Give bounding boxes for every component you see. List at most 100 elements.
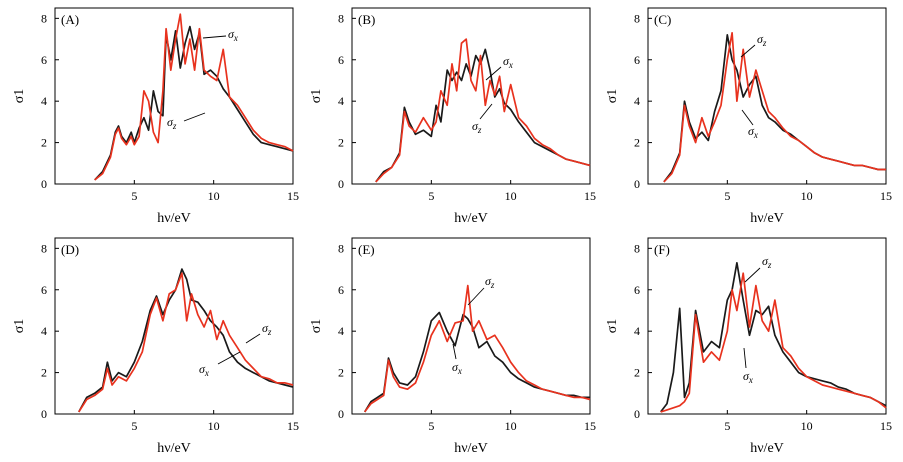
panel-f-ytick-label: 4 bbox=[634, 324, 640, 338]
panel-c-plot-frame bbox=[647, 7, 887, 185]
panel-e-ytick-label: 0 bbox=[338, 407, 344, 421]
panel-e-series-sigma-x bbox=[363, 311, 590, 413]
panel-f-xlabel: hν/eV bbox=[750, 441, 784, 456]
panel-c-xtick-label: 15 bbox=[880, 189, 892, 203]
panel-f-annotation-leader bbox=[744, 267, 761, 283]
panel-c-series-sigma-x bbox=[663, 34, 886, 183]
panel-a-ytick-label: 0 bbox=[41, 177, 47, 191]
panel-b-ytick-label: 4 bbox=[338, 94, 344, 108]
panel-f-ytick-label: 2 bbox=[634, 366, 640, 380]
panel-b-tag: (B) bbox=[358, 12, 375, 27]
panel-d-xtick-label: 5 bbox=[131, 419, 137, 433]
panel-d-ytick-label: 8 bbox=[41, 241, 47, 255]
panel-c-ytick-label: 6 bbox=[634, 53, 640, 67]
panel-e-xlabel: hν/eV bbox=[454, 441, 488, 456]
panel-b: 0 2 4 6 8 5 10 15 (B) hν/eV σ1 σx σz bbox=[309, 7, 596, 226]
panel-c-ytick-label: 4 bbox=[634, 94, 640, 108]
panel-c-xtick-label: 5 bbox=[724, 189, 730, 203]
panel-f-xtick-label: 15 bbox=[880, 419, 892, 433]
panel-c-ytick-label: 0 bbox=[634, 177, 640, 191]
panel-c-ytick-label: 8 bbox=[634, 11, 640, 25]
panel-f-plot-frame bbox=[647, 237, 887, 415]
panel-f: 0 2 4 6 8 5 10 15 (F) hν/eV σ1 σz σx bbox=[605, 237, 892, 456]
panel-e-ytick-label: 6 bbox=[338, 283, 344, 297]
panel-b-xtick-label: 5 bbox=[428, 189, 434, 203]
panel-f-annotation-leader bbox=[743, 347, 747, 369]
panel-a-ytick-label: 2 bbox=[41, 136, 47, 150]
panel-a-ytick-label: 6 bbox=[41, 53, 47, 67]
panel-a-annotation-leader bbox=[183, 112, 206, 122]
panel-e-ytick-label: 4 bbox=[338, 324, 344, 338]
panel-d-annotation-sigma-x: σx bbox=[199, 362, 209, 378]
panel-d-ytick-label: 0 bbox=[41, 407, 47, 421]
panel-b-series-sigma-z bbox=[375, 38, 591, 183]
panel-b-xlabel: hν/eV bbox=[454, 211, 488, 226]
panel-e-ytick-label: 2 bbox=[338, 366, 344, 380]
panel-a-annotation-sigma-x: σx bbox=[228, 27, 238, 43]
panel-a-annotation-sigma-z: σz bbox=[167, 115, 177, 131]
panel-a-series-sigma-x bbox=[94, 25, 294, 181]
panel-b-ytick-label: 2 bbox=[338, 136, 344, 150]
panel-d-xtick-label: 15 bbox=[287, 419, 299, 433]
panel-d-series-sigma-z bbox=[78, 272, 294, 413]
panel-b-ylabel: σ1 bbox=[309, 89, 324, 104]
panel-f-tag: (F) bbox=[654, 242, 670, 257]
panel-b-ytick-label: 0 bbox=[338, 177, 344, 191]
panel-e-annotation-sigma-z: σz bbox=[485, 274, 495, 290]
panel-d-ytick-label: 2 bbox=[41, 366, 47, 380]
panel-d-plot-frame bbox=[54, 237, 294, 415]
panel-c-ylabel: σ1 bbox=[605, 89, 620, 104]
panel-f-ytick-label: 0 bbox=[634, 407, 640, 421]
panel-d-ytick-label: 4 bbox=[41, 324, 47, 338]
panel-c-annotation-sigma-z: σz bbox=[757, 32, 767, 48]
panel-a-ytick-label: 8 bbox=[41, 11, 47, 25]
panel-d-ytick-label: 6 bbox=[41, 283, 47, 297]
panel-c-annotation-leader bbox=[740, 44, 756, 58]
panel-a-plot-frame bbox=[54, 7, 294, 185]
panel-f-ytick-label: 6 bbox=[634, 283, 640, 297]
panel-a-annotation-leader bbox=[202, 35, 227, 39]
panel-d-xlabel: hν/eV bbox=[157, 441, 191, 456]
panel-d: 0 2 4 6 8 5 10 15 (D) hν/eV σ1 σz σx bbox=[12, 237, 299, 456]
panel-e-xtick-label: 5 bbox=[428, 419, 434, 433]
panel-b-xtick-label: 15 bbox=[584, 189, 596, 203]
panel-e-ytick-label: 8 bbox=[338, 241, 344, 255]
panel-e-annotation-sigma-x: σx bbox=[452, 360, 462, 376]
panel-f-annotation-sigma-z: σz bbox=[762, 254, 772, 270]
panel-a-ylabel: σ1 bbox=[12, 89, 27, 104]
panel-d-xtick-label: 10 bbox=[208, 419, 220, 433]
panel-f-ytick-label: 8 bbox=[634, 241, 640, 255]
panel-c-tag: (C) bbox=[654, 12, 671, 27]
panel-a: 0 2 4 6 8 5 10 15 (A) hν/eV σ1 σx σz bbox=[12, 7, 299, 226]
panel-e-series-sigma-z bbox=[364, 284, 591, 413]
panel-f-annotation-sigma-x: σx bbox=[743, 369, 753, 385]
panel-a-xtick-label: 15 bbox=[287, 189, 299, 203]
panel-b-ytick-label: 6 bbox=[338, 53, 344, 67]
panel-a-xlabel: hν/eV bbox=[157, 211, 191, 226]
panel-c-xlabel: hν/eV bbox=[750, 211, 784, 226]
panel-c: 0 2 4 6 8 5 10 15 (C) hν/eV σ1 σz σx bbox=[605, 7, 892, 226]
panel-d-ylabel: σ1 bbox=[12, 319, 27, 334]
panel-d-tag: (D) bbox=[61, 242, 79, 257]
panel-c-xtick-label: 10 bbox=[801, 189, 813, 203]
panel-d-annotation-leader bbox=[217, 351, 241, 365]
panel-f-xtick-label: 5 bbox=[724, 419, 730, 433]
panel-c-ytick-label: 2 bbox=[634, 136, 640, 150]
panel-c-annotation-leader bbox=[741, 109, 754, 126]
panel-a-tag: (A) bbox=[61, 12, 79, 27]
panel-b-annotation-leader bbox=[485, 66, 502, 81]
panel-e-xtick-label: 10 bbox=[505, 419, 517, 433]
panel-f-series-sigma-z bbox=[660, 272, 887, 413]
panel-e-tag: (E) bbox=[358, 242, 375, 257]
panel-b-annotation-leader bbox=[479, 103, 493, 120]
panel-d-annotation-leader bbox=[245, 333, 261, 344]
panel-e-annotation-leader bbox=[452, 343, 457, 360]
panel-e-plot-frame bbox=[351, 237, 591, 415]
panel-f-ylabel: σ1 bbox=[605, 319, 620, 334]
panel-b-annotation-sigma-z: σz bbox=[472, 119, 482, 135]
panel-d-series-sigma-x bbox=[78, 268, 294, 413]
panel-b-xtick-label: 10 bbox=[505, 189, 517, 203]
panel-c-series-sigma-z bbox=[663, 31, 886, 183]
panel-c-annotation-sigma-x: σx bbox=[748, 124, 758, 140]
